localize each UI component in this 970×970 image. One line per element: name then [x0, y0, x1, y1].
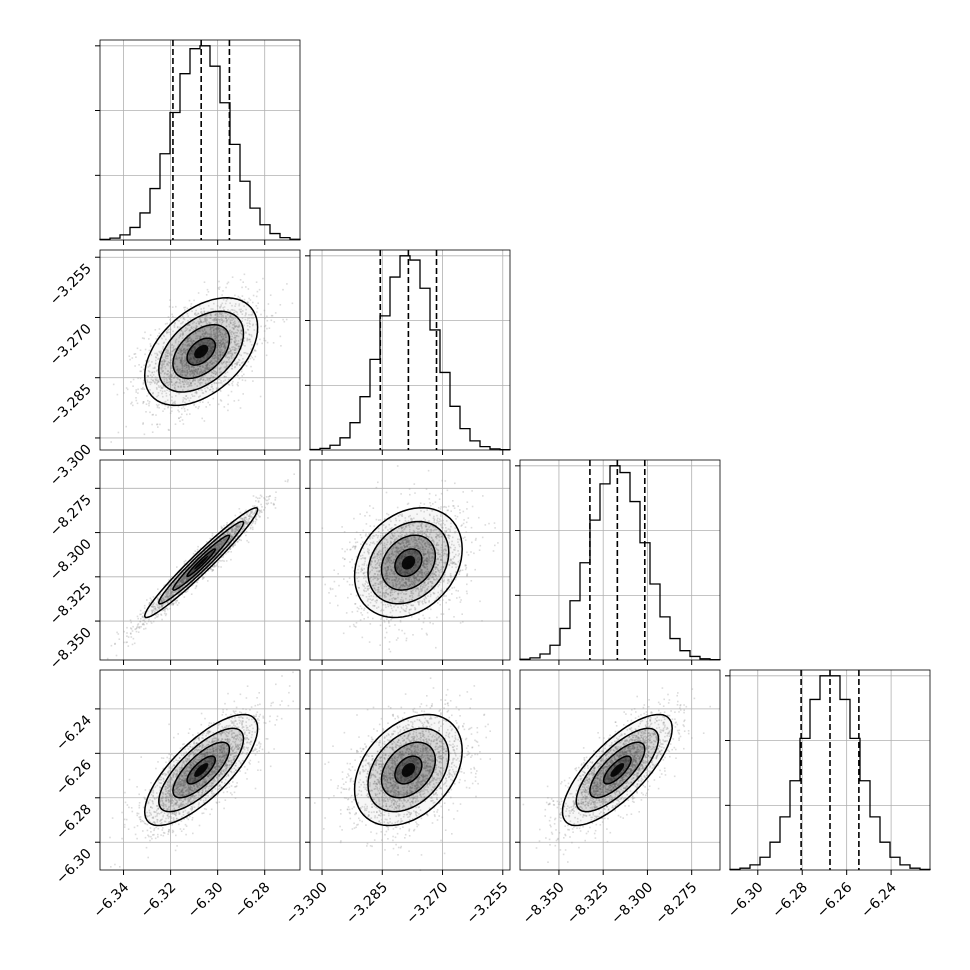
- xtick-label-1-0: −3.300: [283, 880, 331, 928]
- contour-1-0-2: [158, 310, 245, 393]
- contour-3-2-3: [561, 713, 673, 827]
- panel-3-3: −6.30 −6.28 −6.26 −6.24: [725, 669, 931, 922]
- contour-3-1-1: [380, 741, 437, 799]
- contour-1-0-1: [172, 323, 231, 380]
- xtick-label-0-3: −6.28: [232, 880, 274, 922]
- panel-2-1: [305, 459, 511, 665]
- contour-3-0-2: [158, 727, 245, 813]
- contour-2-1-3: [353, 507, 463, 619]
- panel-3-2: −8.350−8.325−8.300−8.275: [515, 669, 721, 928]
- contour-3-0-3: [143, 713, 259, 827]
- contour-1-0-3: [143, 297, 259, 407]
- xtick-label-2-2: −8.300: [608, 880, 656, 928]
- panel-frame: [309, 669, 511, 871]
- panel-frame: [729, 669, 931, 871]
- density-core: [610, 763, 625, 777]
- contour-3-1-3: [353, 713, 463, 827]
- density-core: [401, 555, 416, 570]
- panel-frame: [309, 249, 511, 451]
- scatter-1-0: [110, 273, 294, 443]
- contour-3-2-2: [575, 727, 660, 813]
- histogram-1: [309, 255, 511, 451]
- panel-1-0: −3.300 −3.285 −3.270 −3.255: [47, 249, 301, 489]
- ytick-label-2-1: −8.325: [47, 580, 95, 628]
- density-core: [401, 763, 416, 777]
- ytick-label-3-1: −6.28: [53, 801, 95, 843]
- ytick-label-1-1: −3.285: [47, 381, 95, 429]
- xtick-label-3-1: −6.28: [769, 880, 811, 922]
- xtick-label-3-3: −6.24: [858, 879, 900, 921]
- panel-frame: [99, 459, 301, 661]
- panel-frame: [99, 249, 301, 451]
- panel-0-0: [95, 39, 301, 245]
- xtick-label-3-2: −6.26: [814, 879, 856, 921]
- ytick-label-1-3: −3.255: [47, 261, 95, 309]
- xtick-label-2-0: −8.350: [520, 880, 568, 928]
- ytick-label-1-2: −3.270: [47, 321, 95, 369]
- xtick-label-0-1: −6.32: [138, 880, 180, 922]
- panel-2-0: −8.350−8.325−8.300−8.275: [47, 459, 301, 673]
- scatter-3-1: [314, 677, 491, 871]
- panel-frame: [519, 669, 721, 871]
- contour-2-0-3: [143, 507, 259, 619]
- ytick-label-3-2: −6.26: [53, 757, 95, 799]
- ytick-label-3-3: −6.24: [53, 712, 95, 754]
- xtick-label-1-1: −3.285: [343, 880, 391, 928]
- panel-2-2: [515, 459, 721, 665]
- xtick-label-2-3: −8.275: [653, 880, 701, 928]
- density-core: [194, 555, 209, 570]
- density-core: [194, 344, 209, 359]
- xtick-label-1-2: −3.270: [403, 880, 451, 928]
- contour-3-2-1: [589, 741, 646, 799]
- histogram-0: [99, 45, 301, 241]
- contour-2-1-2: [367, 520, 450, 605]
- panel-frame: [99, 669, 301, 871]
- contour-3-0-1: [172, 741, 231, 799]
- contour-2-1-0: [394, 548, 423, 578]
- histogram-2: [519, 465, 721, 661]
- contour-1-0-0: [186, 337, 217, 366]
- xtick-label-3-0: −6.30: [725, 880, 767, 922]
- contour-2-0-2: [158, 520, 245, 605]
- contour-3-0-0: [186, 755, 217, 785]
- panel-1-1: [305, 249, 511, 455]
- contour-2-0-0: [186, 548, 217, 578]
- ytick-label-3-0: −6.30: [53, 846, 95, 888]
- ytick-label-2-0: −8.350: [47, 625, 95, 673]
- panel-3-0: −6.34 −6.32 −6.30 −6.28−6.30−6.28−6.26−6.24: [53, 669, 301, 922]
- contour-2-1-1: [380, 534, 437, 591]
- contour-3-1-0: [394, 755, 423, 785]
- panel-frame: [519, 459, 721, 661]
- density-core: [194, 763, 209, 777]
- ytick-label-1-0: −3.300: [47, 441, 95, 489]
- contour-3-1-2: [367, 727, 450, 813]
- panel-frame: [309, 459, 511, 661]
- xtick-label-1-3: −3.255: [464, 880, 512, 928]
- panel-3-1: −3.300 −3.285 −3.270 −3.255: [283, 669, 512, 928]
- panel-frame: [99, 39, 301, 241]
- contour-3-2-0: [602, 755, 632, 785]
- ytick-label-2-2: −8.300: [47, 536, 95, 584]
- xtick-label-0-0: −6.34: [91, 879, 133, 921]
- ytick-label-2-3: −8.275: [47, 492, 95, 540]
- contour-2-0-1: [172, 534, 231, 591]
- xtick-label-0-2: −6.30: [185, 880, 227, 922]
- xtick-label-2-1: −8.325: [564, 880, 612, 928]
